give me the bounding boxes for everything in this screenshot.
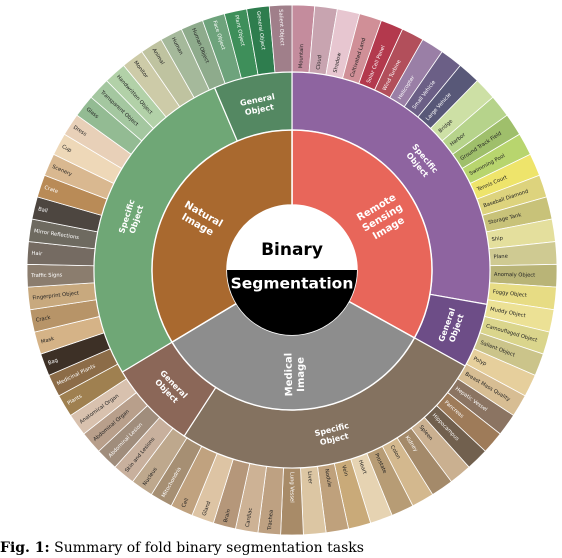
sunburst-svg: Mountain Cloud Shadow Cultivated LandSolar … [26,4,558,536]
outer-label-ship-16: Ship [491,235,504,243]
outer-label-mountain-0: Mountain [298,44,305,68]
center-top-half [227,205,357,270]
outer-label-trachea-37: Trachea [267,510,275,532]
outer-ring: Mountain Cloud Shadow Cultivated LandSolar … [26,4,558,536]
outer-label-brain-39: Brain [223,509,232,524]
outer-label-hair-55: Hair [31,251,43,258]
outer-label-traffic-signs-54: Traffic Signs [30,272,63,279]
outer-label-shadow-2: Shadow [333,51,343,73]
caption-prefix: Fig. 1: [0,540,50,556]
outer-label-fingerprint-object-53: Fingerprint Object [32,291,79,302]
outer-label-foggy-object-19: Foggy Object [492,289,527,299]
outer-label-crack-52: Crack [35,315,51,324]
outer-label-anomaly-object-18: Anomaly Object [494,272,535,279]
caption-text: Summary of fold binary segmentation task… [54,540,364,556]
outer-label-vein-33: Vein [340,465,349,477]
outer-label-crate-58: Crate [43,185,58,195]
outer-label-plane-17: Plane [493,254,508,261]
sunburst-diagram: Mountain Cloud Shadow Cultivated Land Solar … [26,4,558,536]
outer-label-bag-50: Bag [47,357,59,366]
outer-label-general-object-71: General Object [255,11,266,50]
outer-label-ball-57: Ball [37,206,48,214]
outer-label-cell-41: Cell [181,497,191,508]
center-title-segmentation: Segmentation [231,275,354,293]
outer-label-cup-60: Cup [61,144,73,154]
outer-label-heart-32: Heart [357,459,368,475]
outer-label-liver-35: Liver [306,471,313,485]
outer-label-gland-40: Gland [202,500,213,516]
outer-label-nodule-34: Nodule [323,469,332,488]
center-title-binary: Binary [261,240,323,260]
outer-label-cloud-1: Cloud [316,55,324,70]
figure-caption: Fig. 1: Summary of fold binary segmentat… [0,538,562,558]
outer-label-mask-51: Mask [40,336,55,345]
center-bottom-half [227,270,357,335]
middle-ring: SpecificObjectGeneralObjectSpecificObjec… [93,71,491,469]
outer-label-salient-object-72: Salient Object [277,9,285,46]
center-disc: Binary Segmentation [227,205,357,335]
outer-label-lung-vessel-36: Lung Vessel [289,472,295,503]
outer-label-polyp-23: Polyp [472,356,488,368]
inner-label-medical-image-1: MedicalImage [283,353,307,397]
outer-label-cardiac-38: Cardiac [245,507,254,527]
inner-ring: RemoteSensingImageMedicalImageNaturalIma… [151,129,433,411]
